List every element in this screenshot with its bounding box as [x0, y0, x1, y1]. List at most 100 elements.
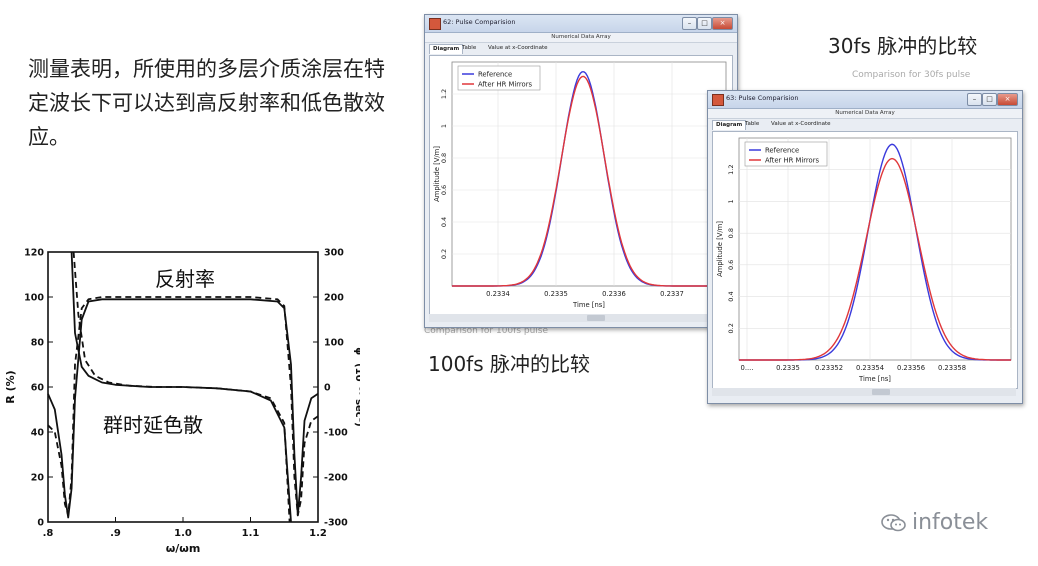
- window-title: 62: Pulse Comparision: [443, 18, 516, 26]
- pulse-chart-30fs: 0.2 0.4 0.6 0.8 1 1.2 0.... 0.2335 0.23352 0.2335…: [716, 137, 1012, 383]
- y-axis-label: Amplitude [V/m]: [716, 221, 724, 277]
- menu-title: Numerical Data Array: [708, 109, 1022, 119]
- right-tick-label: -200: [324, 473, 348, 484]
- left-axis-label: R (%): [4, 370, 17, 403]
- intro-paragraph: 测量表明，所使用的多层介质涂层在特定波长下可以达到高反射率和低色散效应。: [28, 57, 385, 149]
- close-button[interactable]: ×: [997, 93, 1018, 106]
- pulse-comparison-window-63[interactable]: 63: Pulse Comparision – □ × Numerical Da…: [707, 90, 1023, 404]
- left-tick-label: 40: [31, 428, 45, 439]
- x-tick-label: .9: [110, 528, 121, 539]
- scrollbar-thumb[interactable]: [587, 315, 605, 321]
- x-tick-label: 0.2335: [544, 290, 568, 298]
- right-axis-label: φ″ (10⁻³⁰ sec²): [353, 347, 360, 426]
- scrollbar-thumb[interactable]: [872, 389, 890, 395]
- tab-bar: Diagram Table Value at x-Coordinate: [708, 119, 1022, 130]
- legend-label: After HR Mirrors: [478, 81, 533, 89]
- after-hr-mirrors-curve: [739, 157, 1011, 361]
- tab-diagram[interactable]: Diagram: [429, 44, 464, 54]
- tab-table[interactable]: Table: [462, 45, 477, 51]
- plot-area[interactable]: 0.2 0.4 0.6 0.8 1 1.2 0.2334 0.2335 0.2336 0.2337…: [429, 55, 733, 315]
- y-tick-label: 0.2: [727, 323, 735, 333]
- caption-30fs: 30fs 脉冲的比较: [828, 34, 978, 58]
- x-tick-label: 0.2334: [486, 290, 510, 298]
- infotek-logo: infotek: [880, 510, 988, 535]
- faint-caption-top: Comparison for 30fs pulse: [852, 70, 971, 80]
- plot-frame: [451, 61, 727, 287]
- left-tick-label: 120: [24, 248, 44, 259]
- horizontal-scrollbar[interactable]: [429, 314, 731, 322]
- x-tick-label: 0....: [741, 364, 754, 372]
- reflectivity-label: 反射率: [155, 267, 215, 291]
- legend-label: After HR Mirrors: [765, 157, 820, 165]
- right-tick-label: 300: [324, 248, 344, 259]
- y-tick-label: 1.2: [727, 165, 735, 175]
- after-hr-mirrors-curve: [452, 75, 726, 287]
- right-tick-label: -300: [324, 518, 348, 529]
- maximize-button[interactable]: □: [982, 93, 997, 106]
- plot-area[interactable]: 0.2 0.4 0.6 0.8 1 1.2 0.... 0.2335 0.23352 0.2335…: [712, 131, 1018, 389]
- y-axis-label: Amplitude [V/m]: [433, 146, 441, 202]
- window-titlebar[interactable]: 63: Pulse Comparision – □ ×: [708, 91, 1022, 109]
- y-tick-label: 0.4: [440, 217, 448, 227]
- gdd-label: 群时延色散: [103, 413, 203, 437]
- right-tick-label: -100: [324, 428, 348, 439]
- y-tick-label: 0.8: [440, 153, 448, 163]
- reflectivity-solid-curve: [47, 298, 319, 519]
- x-tick-label: 1.2: [309, 528, 327, 539]
- tab-value-at-x[interactable]: Value at x-Coordinate: [488, 45, 548, 51]
- x-axis-label: Time [ns]: [572, 301, 605, 309]
- left-tick-label: 0: [37, 518, 44, 529]
- maximize-button[interactable]: □: [697, 17, 712, 30]
- plot-frame: [738, 137, 1012, 361]
- x-tick-label: 1.0: [174, 528, 192, 539]
- pulse-chart-100fs: 0.2 0.4 0.6 0.8 1 1.2 0.2334 0.2335 0.2336 0.2337…: [433, 61, 727, 309]
- left-tick-label: 60: [31, 383, 45, 394]
- menu-title: Numerical Data Array: [425, 33, 737, 43]
- window-title: 63: Pulse Comparision: [726, 94, 799, 102]
- legend-label: Reference: [765, 147, 799, 155]
- faint-caption-bottom: Comparison for 100fs pulse: [424, 326, 549, 336]
- y-tick-label: 0.4: [727, 291, 735, 301]
- y-tick-label: 0.6: [727, 260, 735, 270]
- right-tick-label: 100: [324, 338, 344, 349]
- right-tick-label: 200: [324, 293, 344, 304]
- x-tick-label: 0.2336: [602, 290, 626, 298]
- x-tick-label: .8: [43, 528, 54, 539]
- legend-box: [744, 141, 828, 167]
- y-tick-label: 1: [440, 124, 448, 128]
- left-tick-label: 80: [31, 338, 45, 349]
- x-axis-label: ω/ωm: [166, 542, 201, 555]
- right-tick-label: 0: [324, 383, 331, 394]
- y-tick-label: 0.6: [440, 185, 448, 195]
- y-tick-label: 1.2: [440, 89, 448, 99]
- tab-bar: Diagram Table Value at x-Coordinate: [425, 43, 737, 54]
- pulse-comparison-window-62[interactable]: 62: Pulse Comparision – □ × Numerical Da…: [424, 14, 738, 328]
- minimize-button[interactable]: –: [682, 17, 697, 30]
- app-icon: [712, 94, 724, 106]
- x-axis-label: Time [ns]: [858, 375, 891, 383]
- y-tick-label: 1: [727, 199, 735, 203]
- horizontal-scrollbar[interactable]: [712, 388, 1016, 396]
- x-tick-label: 0.23352: [815, 364, 843, 372]
- gdd-dashed-curve: [72, 251, 291, 523]
- x-tick-label: 0.23356: [897, 364, 925, 372]
- minimize-button[interactable]: –: [967, 93, 982, 106]
- legend-box: [457, 65, 541, 91]
- tab-table[interactable]: Table: [745, 121, 760, 127]
- x-tick-label: 0.2337: [660, 290, 684, 298]
- x-tick-label: 0.23354: [856, 364, 884, 372]
- window-titlebar[interactable]: 62: Pulse Comparision – □ ×: [425, 15, 737, 33]
- reflectivity-gdd-figure: .8 .9 1.0 1.1 1.2 0 20 40 60 80 100 120 -300 -200 -100…: [4, 248, 360, 556]
- app-icon: [429, 18, 441, 30]
- x-tick-label: 0.23358: [938, 364, 966, 372]
- logo-text: infotek: [912, 510, 989, 535]
- reflectivity-dashed-curve: [47, 296, 319, 517]
- tab-diagram[interactable]: Diagram: [712, 120, 747, 130]
- close-button[interactable]: ×: [712, 17, 733, 30]
- wechat-icon: [881, 514, 906, 532]
- x-tick-label: 0.2335: [776, 364, 800, 372]
- left-tick-label: 20: [31, 473, 45, 484]
- tab-value-at-x[interactable]: Value at x-Coordinate: [771, 121, 831, 127]
- legend-label: Reference: [478, 71, 512, 79]
- y-tick-label: 0.2: [440, 249, 448, 259]
